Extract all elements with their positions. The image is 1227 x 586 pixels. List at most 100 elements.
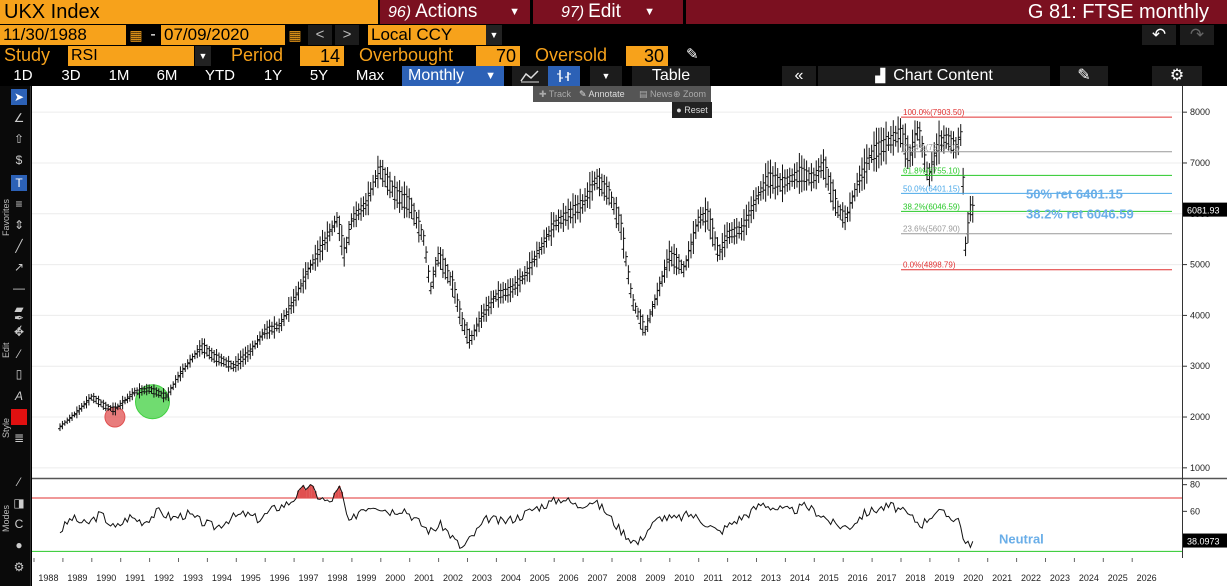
x-tick-label: 1989: [67, 573, 87, 583]
chart-area[interactable]: 1000200030004000500060007000800040608019…: [32, 86, 1227, 586]
trash-icon[interactable]: ▯: [15, 367, 23, 381]
range-max[interactable]: Max: [348, 66, 392, 86]
edit-chart-button[interactable]: ✎: [1060, 66, 1108, 86]
x-tick-label: 1990: [96, 573, 116, 583]
x-tick-label: 2008: [616, 573, 636, 583]
line-chart-button[interactable]: [512, 66, 548, 86]
actions-menu-label: Actions: [415, 1, 478, 22]
x-tick-label: 2022: [1021, 573, 1041, 583]
magic-icon[interactable]: ⁄: [17, 347, 20, 361]
range-1d[interactable]: 1D: [4, 66, 42, 86]
palette-icon[interactable]: ●: [15, 538, 23, 552]
magnet-icon[interactable]: C: [14, 517, 24, 531]
table-button[interactable]: Table: [632, 66, 710, 86]
line-width-icon[interactable]: ≣: [13, 431, 25, 445]
fib-annotation-382: 38.2% ret 6046.59: [1026, 206, 1134, 221]
prev-period-button[interactable]: <: [308, 25, 332, 45]
end-date-field[interactable]: 07/09/2020: [161, 25, 285, 45]
chart-type-dropdown[interactable]: ▼: [590, 66, 622, 86]
calendar-icon[interactable]: ▦: [288, 27, 302, 43]
collapse-button[interactable]: «: [782, 66, 816, 86]
x-tick-label: 2023: [1050, 573, 1070, 583]
x-tick-label: 2003: [472, 573, 492, 583]
edit-menu[interactable]: 97) Edit ▼: [533, 0, 683, 24]
draw-line-icon[interactable]: ∠: [13, 111, 25, 125]
mode-icon[interactable]: ◨: [13, 496, 25, 510]
font-icon[interactable]: A: [14, 389, 23, 403]
chevron-down-icon: ▼: [644, 6, 655, 18]
ray-icon[interactable]: ↗: [13, 260, 25, 274]
brush-icon[interactable]: ∕: [17, 323, 20, 337]
y-tick-label: 5000: [1190, 260, 1210, 270]
study-select[interactable]: RSI: [68, 46, 194, 66]
ticker-field[interactable]: UKX Index: [0, 0, 378, 24]
period-field[interactable]: 14: [300, 46, 344, 66]
edit-section-label: Edit: [1, 342, 11, 358]
horizontal-line-icon[interactable]: —: [13, 281, 25, 295]
fibonacci-icon[interactable]: ≡: [15, 197, 23, 211]
frequency-select[interactable]: Monthly ▼: [402, 66, 504, 86]
bar-chart-button[interactable]: [548, 66, 580, 86]
text-tool-icon[interactable]: T: [11, 175, 27, 191]
brush-icon[interactable]: ∕: [17, 323, 20, 337]
dollar-level-icon[interactable]: $: [15, 153, 23, 167]
range-6m[interactable]: 6M: [148, 66, 186, 86]
actions-menu[interactable]: 96) Actions ▼: [380, 0, 530, 24]
reset-button[interactable]: ● Reset: [672, 102, 712, 118]
oversold-field[interactable]: 30: [626, 46, 668, 66]
undo-button[interactable]: ↶: [1142, 25, 1176, 45]
y-tick-label: 8000: [1190, 107, 1210, 117]
range-ytd[interactable]: YTD: [196, 66, 244, 86]
gear-icon[interactable]: ⚙: [13, 560, 25, 574]
chart-content-label: Chart Content: [893, 67, 993, 84]
start-date-field[interactable]: 11/30/1988: [0, 25, 126, 45]
fib-annotation-50: 50% ret 6401.15: [1026, 186, 1123, 201]
rsi-y-tick-label: 60: [1190, 506, 1200, 516]
move-icon[interactable]: ✥: [13, 325, 25, 339]
gear-icon: ⚙: [1169, 67, 1185, 84]
range-1y[interactable]: 1Y: [254, 66, 292, 86]
fib-level-label: 0.0%(4898.79): [903, 261, 956, 270]
diagonal-line-icon[interactable]: ╱: [15, 239, 23, 253]
pointer-icon[interactable]: ➤: [11, 89, 27, 105]
chevron-down-icon: ▼: [601, 71, 611, 81]
x-tick-label: 2018: [905, 573, 925, 583]
rsi-panel: [32, 479, 1182, 558]
track-option[interactable]: ✚ Track: [539, 89, 572, 99]
price-bars: [58, 116, 975, 432]
range-3d[interactable]: 3D: [52, 66, 90, 86]
y-tick-label: 3000: [1190, 361, 1210, 371]
range-5y[interactable]: 5Y: [300, 66, 338, 86]
annotate-option[interactable]: ✎ Annotate: [579, 89, 625, 99]
settings-button[interactable]: ⚙: [1152, 66, 1202, 86]
redo-button[interactable]: ↷: [1180, 25, 1214, 45]
next-period-button[interactable]: >: [335, 25, 359, 45]
vertical-line-icon[interactable]: ⇕: [13, 218, 25, 232]
x-tick-label: 2015: [819, 573, 839, 583]
price-level-icon[interactable]: ⇧: [13, 132, 25, 146]
rsi-line: [59, 483, 974, 549]
overbought-field[interactable]: 70: [476, 46, 520, 66]
pencil-icon[interactable]: ✎: [686, 46, 699, 63]
color-swatch-icon[interactable]: [11, 409, 27, 425]
zoom-option[interactable]: ⊕ Zoom: [673, 89, 707, 99]
channel-icon[interactable]: ▰: [14, 302, 24, 316]
range-1m[interactable]: 1M: [100, 66, 138, 86]
x-tick-label: 1997: [299, 573, 319, 583]
x-tick-label: 2014: [790, 573, 810, 583]
calendar-icon[interactable]: ▦: [129, 27, 143, 43]
chevron-down-icon[interactable]: ▼: [486, 25, 502, 45]
actions-menu-number: 96): [388, 4, 412, 21]
x-tick-label: 2010: [674, 573, 694, 583]
chart-content-button[interactable]: ▟ Chart Content: [818, 66, 1050, 86]
fib-level-label: 38.2%(6046.59): [903, 202, 960, 211]
news-option[interactable]: ▤ News: [639, 89, 673, 99]
pen-icon[interactable]: ✒: [13, 311, 25, 325]
x-tick-label: 2001: [414, 573, 434, 583]
chart-mode-popup: ✚ Track ✎ Annotate ▤ News ⊕ Zoom: [533, 86, 711, 102]
crosshair-icon[interactable]: ⁄: [17, 475, 20, 489]
x-tick-label: 2019: [934, 573, 954, 583]
currency-select[interactable]: Local CCY: [368, 25, 486, 45]
x-tick-label: 2024: [1079, 573, 1099, 583]
chevron-down-icon[interactable]: ▼: [195, 46, 211, 66]
